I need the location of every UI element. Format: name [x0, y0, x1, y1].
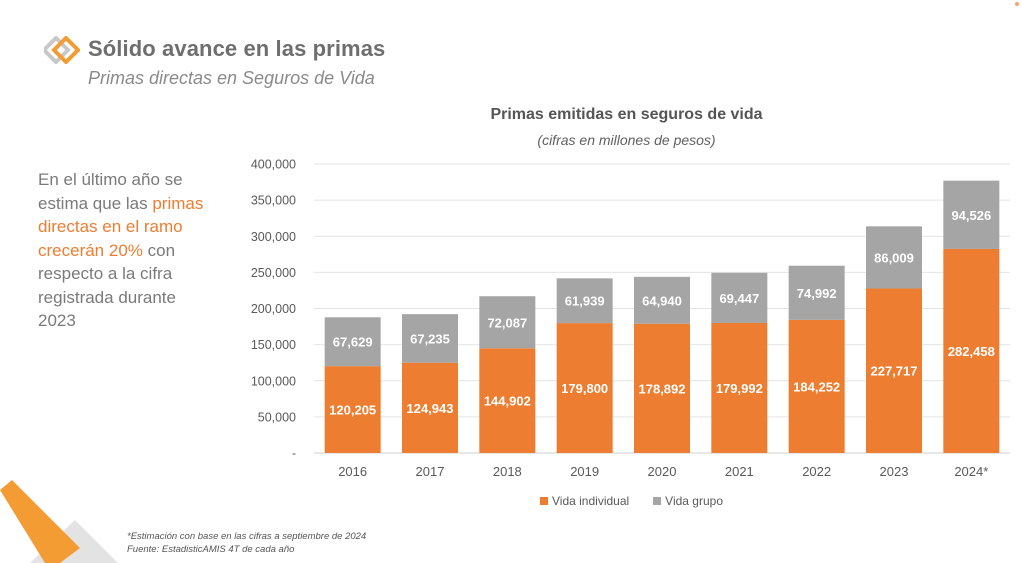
- y-tick-label: 400,000: [251, 158, 296, 172]
- data-label: 64,940: [642, 293, 682, 308]
- data-label: 124,943: [407, 401, 454, 416]
- bar-vida-grupo: [634, 276, 690, 324]
- y-tick-label: 250,000: [251, 266, 296, 280]
- data-label: 282,458: [948, 344, 995, 359]
- data-label: 184,252: [793, 379, 840, 394]
- x-tick-label: 2018: [493, 464, 522, 479]
- legend-label-vida-individual: Vida individual: [552, 494, 630, 508]
- footnote: *Estimación con base en las cifras a sep…: [127, 530, 366, 556]
- footnote-estimation: *Estimación con base en las cifras a sep…: [127, 531, 367, 542]
- bar-vida-individual: [634, 323, 690, 453]
- bar-vida-grupo: [324, 317, 381, 367]
- bar-vida-grupo: [402, 314, 458, 363]
- data-label: 120,205: [329, 403, 376, 418]
- bar-vida-grupo: [711, 272, 768, 323]
- bar-vida-grupo: [556, 278, 613, 324]
- data-label: 94,526: [951, 208, 991, 223]
- corner-decoration-icon: [0, 480, 118, 563]
- x-tick-label: 2021: [725, 464, 754, 479]
- y-tick-label: 150,000: [251, 338, 296, 352]
- x-tick-label: 2022: [802, 464, 831, 479]
- legend-item-vida-grupo: Vida grupo: [653, 494, 723, 508]
- data-label: 178,892: [639, 381, 686, 396]
- data-label: 74,992: [797, 286, 837, 301]
- bar-vida-individual: [943, 248, 1000, 453]
- y-tick-label: 100,000: [251, 374, 296, 388]
- chart-title: Primas emitidas en seguros de vida: [490, 106, 763, 123]
- logo-icon: [44, 36, 80, 64]
- bar-vida-individual: [866, 288, 922, 453]
- data-label: 61,939: [565, 294, 605, 309]
- y-tick-label: 300,000: [251, 230, 296, 244]
- indicator-dot: [1015, 2, 1019, 6]
- legend-label-vida-grupo: Vida grupo: [665, 494, 723, 508]
- legend-item-vida-individual: Vida individual: [540, 494, 629, 508]
- data-label: 179,800: [561, 381, 608, 396]
- page-subtitle: Primas directas en Seguros de Vida: [88, 68, 375, 88]
- x-tick-label: 2020: [648, 464, 677, 479]
- data-label: 72,087: [487, 315, 527, 330]
- data-label: 69,447: [719, 291, 759, 306]
- chart-subtitle: (cifras en millones de pesos): [537, 132, 716, 148]
- data-label: 86,009: [874, 250, 914, 265]
- footnote-source: Fuente: EstadisticAMIS 4T de cada año: [127, 544, 295, 555]
- summary-highlight: primas directas en el ramo crecerán 20%: [38, 193, 204, 260]
- y-tick-label: 200,000: [251, 302, 296, 316]
- data-label: 144,902: [484, 394, 531, 409]
- page-title: Sólido avance en las primas: [88, 36, 386, 61]
- x-tick-label: 2024*: [954, 464, 988, 479]
- data-label: 227,717: [871, 364, 918, 379]
- data-label: 67,235: [410, 331, 450, 346]
- y-tick-label: -: [292, 447, 296, 461]
- x-tick-label: 2019: [570, 464, 599, 479]
- bar-vida-grupo: [866, 226, 922, 289]
- y-tick-label: 350,000: [251, 194, 296, 208]
- x-tick-label: 2023: [880, 464, 909, 479]
- bar-vida-individual: [556, 323, 613, 453]
- bar-vida-grupo: [943, 180, 1000, 249]
- legend-swatch-vida-individual: [540, 497, 548, 505]
- x-tick-label: 2016: [338, 464, 367, 479]
- bar-vida-individual: [711, 322, 768, 453]
- x-tick-label: 2017: [416, 464, 445, 479]
- summary-text-part1: En el último año se estima que las: [38, 170, 183, 213]
- data-label: 67,629: [333, 335, 373, 350]
- bar-vida-individual: [402, 362, 458, 453]
- bar-vida-grupo: [479, 296, 536, 349]
- data-label: 179,992: [716, 381, 763, 396]
- y-tick-label: 50,000: [258, 410, 296, 424]
- bar-vida-grupo: [788, 265, 845, 320]
- bar-vida-individual: [479, 348, 536, 453]
- bar-vida-individual: [324, 366, 381, 453]
- summary-text-part2: con respecto a la cifra registrada duran…: [38, 240, 176, 331]
- legend-swatch-vida-grupo: [653, 497, 662, 505]
- chart-legend: Vida individual Vida grupo: [540, 494, 723, 508]
- bar-vida-individual: [788, 319, 845, 453]
- summary-text: En el último año se estima que las prima…: [38, 168, 218, 333]
